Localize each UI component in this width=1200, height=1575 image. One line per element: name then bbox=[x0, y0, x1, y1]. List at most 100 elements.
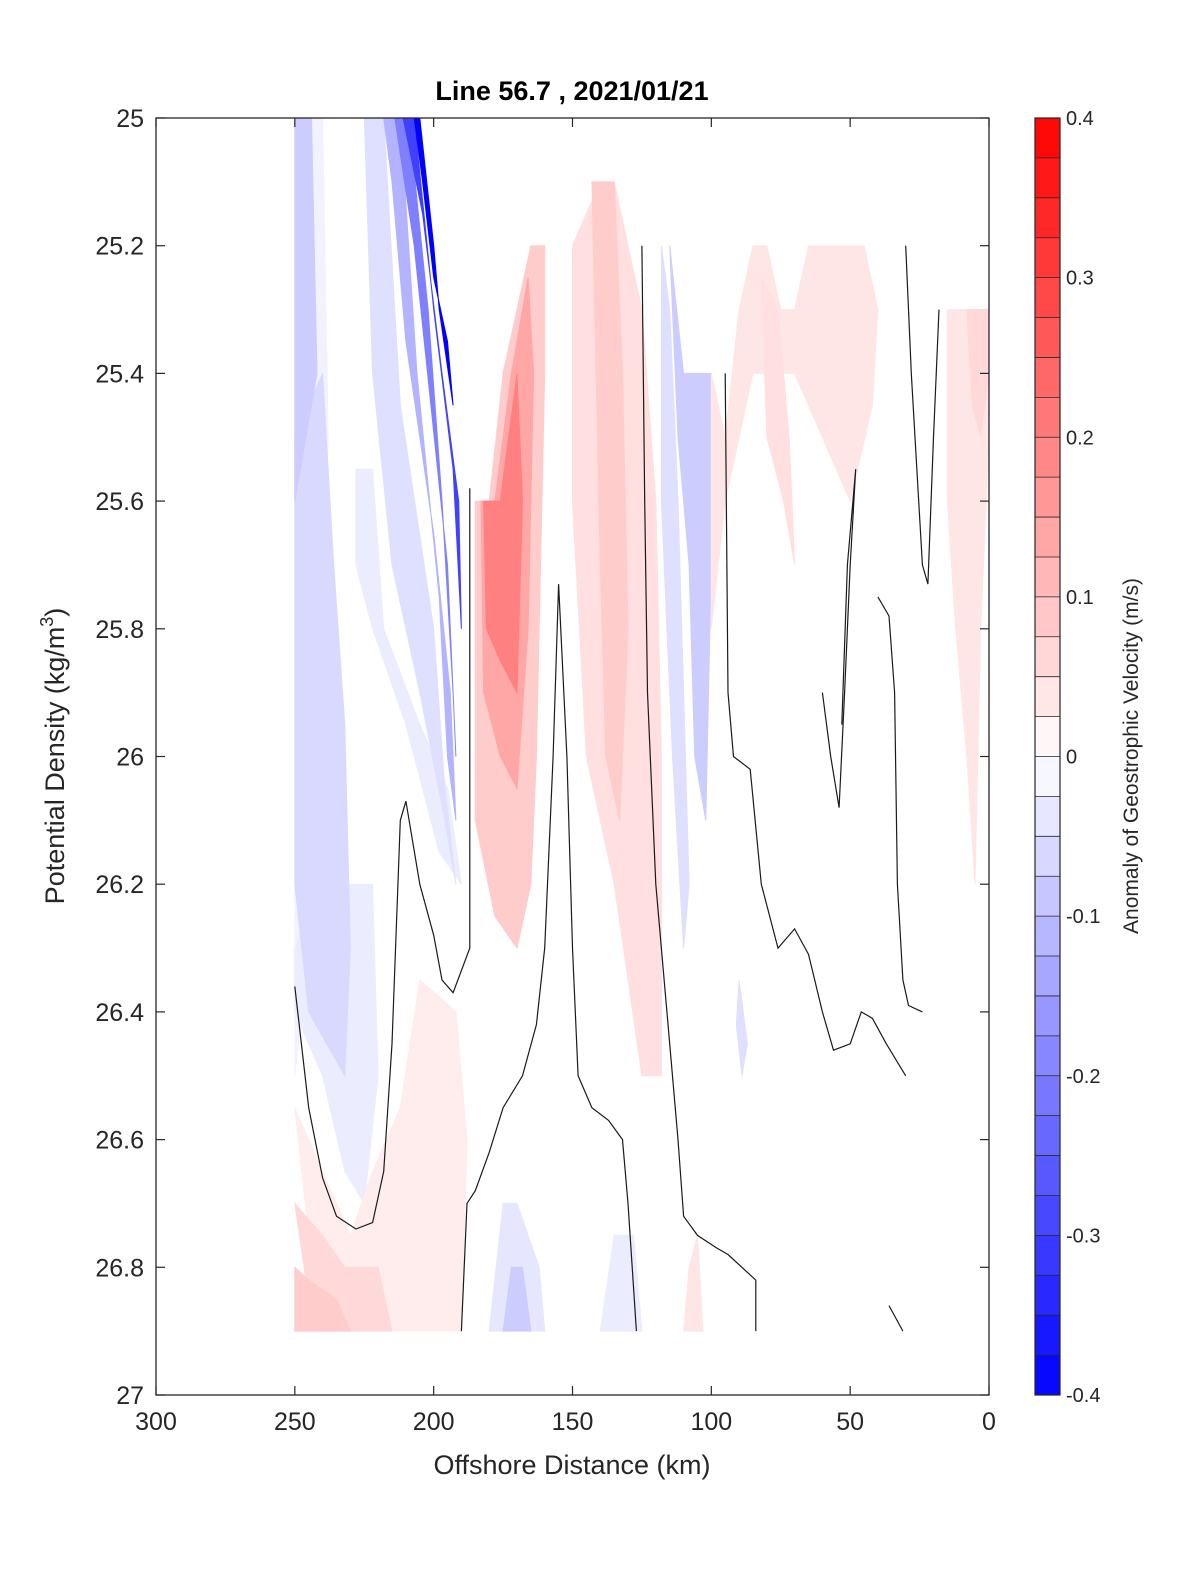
contour-region-2 bbox=[294, 373, 351, 1078]
colorbar-swatch bbox=[1035, 1115, 1060, 1156]
contour-line-6 bbox=[905, 245, 940, 585]
y-tick-label: 26 bbox=[116, 744, 144, 772]
colorbar-swatch bbox=[1035, 1355, 1060, 1396]
y-axis-label-main: Potential Density (kg/m bbox=[40, 627, 70, 905]
colorbar-swatch bbox=[1035, 1075, 1060, 1116]
x-tick-label: 50 bbox=[836, 1408, 864, 1436]
colorbar-tick-label: 0.2 bbox=[1066, 427, 1094, 449]
colorbar-tick-label: 0.1 bbox=[1066, 587, 1094, 609]
colorbar-swatch bbox=[1035, 317, 1060, 358]
y-axis-label: Potential Density (kg/m3) bbox=[37, 608, 70, 905]
colorbar-swatch bbox=[1035, 197, 1060, 239]
contour-region-12 bbox=[483, 373, 524, 695]
contour-region-14 bbox=[591, 181, 629, 821]
contour-line-1 bbox=[460, 584, 637, 1332]
contour-region-16 bbox=[669, 245, 712, 821]
contour-region-7 bbox=[394, 118, 457, 757]
colorbar-swatch bbox=[1035, 157, 1060, 199]
contour-line-3 bbox=[724, 373, 907, 1077]
contour-region-28 bbox=[683, 1235, 704, 1332]
colorbar-swatch bbox=[1035, 556, 1060, 598]
colorbar-swatch bbox=[1035, 956, 1060, 997]
contour-line-layer bbox=[294, 245, 940, 1332]
contour-region-26 bbox=[502, 1266, 532, 1332]
y-tick-label: 27 bbox=[116, 1382, 144, 1410]
colorbar-tick-label: -0.1 bbox=[1066, 906, 1100, 928]
x-axis: 300 250 200 150 100 50 0 bbox=[135, 118, 996, 1436]
x-tick-label: 150 bbox=[552, 1408, 594, 1436]
y-tick-label: 25.8 bbox=[95, 616, 144, 644]
contour-region-18 bbox=[710, 245, 879, 629]
colorbar-tick-label: -0.4 bbox=[1066, 1385, 1100, 1407]
colorbar-swatch bbox=[1035, 916, 1060, 957]
contour-region-4 bbox=[355, 468, 462, 885]
contour-line-4 bbox=[821, 469, 857, 808]
colorbar-label: Anomaly of Geostrophic Velocity (m/s) bbox=[1120, 578, 1143, 934]
colorbar-swatch bbox=[1035, 636, 1060, 677]
y-axis-label-sup: 3 bbox=[37, 617, 57, 627]
contour-region-6 bbox=[383, 118, 457, 821]
colorbar-swatch bbox=[1035, 357, 1060, 398]
contour-line-0 bbox=[294, 488, 471, 1230]
contour-region-15 bbox=[660, 245, 690, 949]
y-tick-label: 26.8 bbox=[95, 1254, 144, 1282]
contour-line-7 bbox=[888, 1305, 904, 1332]
y-tick-label: 26.4 bbox=[95, 999, 144, 1027]
colorbar-swatch bbox=[1035, 1275, 1060, 1316]
colorbar-swatch bbox=[1035, 1235, 1060, 1276]
y-tick-label: 25 bbox=[116, 105, 144, 133]
chart-title: Line 56.7 , 2021/01/21 bbox=[435, 76, 708, 106]
colorbar-swatch bbox=[1035, 237, 1060, 278]
colorbar-swatch bbox=[1035, 1315, 1060, 1356]
x-tick-label: 100 bbox=[690, 1408, 732, 1436]
contour-line-5 bbox=[877, 596, 923, 1013]
contour-region-9 bbox=[413, 118, 454, 406]
y-tick-label: 26.2 bbox=[95, 871, 144, 899]
contour-region-24 bbox=[294, 1266, 352, 1332]
colorbar-tick-label: 0.4 bbox=[1066, 108, 1094, 130]
colorbar-tick-label: -0.3 bbox=[1066, 1225, 1100, 1247]
colorbar-swatch bbox=[1035, 1035, 1060, 1077]
colorbar-swatch bbox=[1035, 995, 1060, 1037]
contour-region-19 bbox=[760, 277, 796, 565]
colorbar-swatch bbox=[1035, 756, 1060, 797]
colorbar-tick-label: -0.2 bbox=[1066, 1066, 1100, 1088]
colorbar-swatch bbox=[1035, 437, 1060, 478]
x-axis-label: Offshore Distance (km) bbox=[433, 1450, 710, 1480]
colorbar-swatch bbox=[1035, 836, 1060, 877]
contour-fill-layer bbox=[294, 118, 989, 1332]
y-tick-label: 25.6 bbox=[95, 488, 144, 516]
colorbar-swatch bbox=[1035, 716, 1060, 757]
colorbar: 0.4 0.3 0.2 0.1 0 -0.1 -0.2 -0.3 -0.4 bbox=[1034, 108, 1100, 1407]
colorbar-swatch bbox=[1035, 796, 1060, 837]
contour-region-3 bbox=[294, 118, 318, 502]
colorbar-frame bbox=[1034, 117, 1061, 1396]
y-tick-label: 26.6 bbox=[95, 1127, 144, 1155]
colorbar-swatch bbox=[1035, 118, 1060, 159]
colorbar-swatch bbox=[1035, 517, 1060, 558]
x-tick-label: 300 bbox=[135, 1408, 177, 1436]
colorbar-swatch bbox=[1035, 876, 1060, 917]
colorbar-tick-label: 0.3 bbox=[1066, 268, 1094, 290]
colorbar-swatch bbox=[1035, 397, 1060, 438]
y-tick-label: 25.2 bbox=[95, 233, 144, 261]
contour-region-8 bbox=[402, 118, 462, 629]
contour-region-5 bbox=[363, 118, 457, 885]
y-axis: 25 25.2 25.4 25.6 25.8 26 26.2 26.4 26.6 26.8 27 bbox=[95, 105, 989, 1410]
colorbar-swatch bbox=[1035, 477, 1060, 518]
colorbar-swatch bbox=[1035, 676, 1060, 717]
y-axis-label-end: ) bbox=[40, 608, 70, 617]
colorbar-tick-label: 0 bbox=[1066, 747, 1077, 769]
colorbar-swatch bbox=[1035, 1195, 1060, 1236]
x-tick-label: 0 bbox=[982, 1408, 996, 1436]
x-tick-label: 250 bbox=[274, 1408, 316, 1436]
contour-region-17 bbox=[735, 979, 748, 1076]
colorbar-swatch bbox=[1035, 1155, 1060, 1196]
colorbar-swatch bbox=[1035, 596, 1060, 638]
x-tick-label: 200 bbox=[413, 1408, 455, 1436]
colorbar-swatch bbox=[1035, 277, 1060, 318]
contour-line-2 bbox=[641, 245, 757, 1332]
y-tick-label: 25.4 bbox=[95, 360, 144, 388]
contour-region-21 bbox=[966, 309, 989, 438]
